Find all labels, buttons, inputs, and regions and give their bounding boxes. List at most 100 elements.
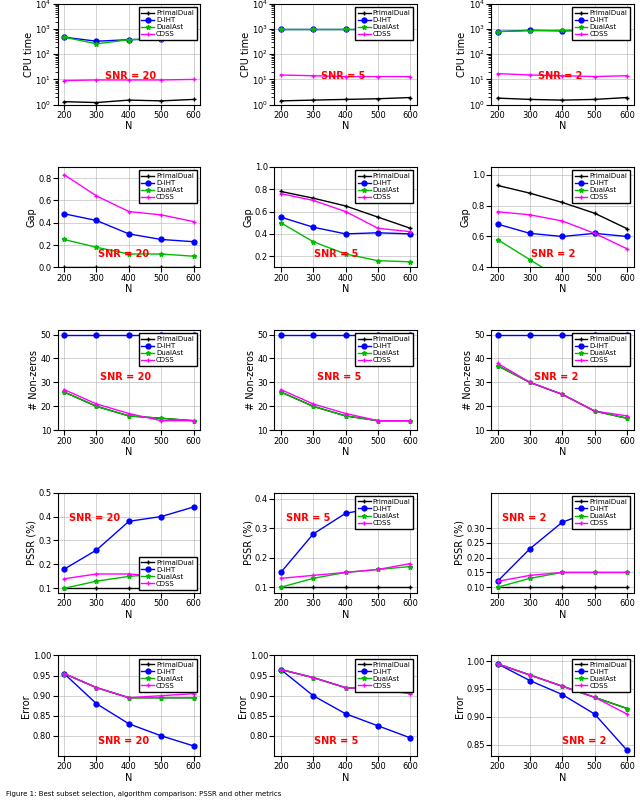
DualAst [190, 251, 198, 261]
DualAst [559, 568, 566, 578]
D-IHT [493, 577, 501, 586]
PrimalDual [157, 262, 165, 272]
DualAst [559, 390, 566, 399]
DualAst [591, 290, 598, 300]
DualAst [157, 693, 165, 702]
Line: D-IHT: D-IHT [61, 671, 196, 748]
PrimalDual [60, 669, 68, 678]
CDSS [60, 385, 68, 394]
PrimalDual [493, 659, 501, 669]
CDSS [157, 571, 165, 581]
DualAst [559, 26, 566, 35]
D-IHT [190, 502, 198, 512]
PrimalDual [309, 582, 317, 592]
Line: D-IHT: D-IHT [495, 222, 630, 239]
Text: SNR = 5: SNR = 5 [321, 71, 365, 82]
D-IHT [406, 229, 414, 238]
CDSS [374, 72, 382, 82]
DualAst [125, 571, 132, 581]
DualAst [277, 218, 285, 227]
DualAst [309, 24, 317, 34]
Y-axis label: PSSR (%): PSSR (%) [27, 520, 36, 566]
D-IHT [406, 24, 414, 34]
D-IHT [190, 32, 198, 42]
Line: CDSS: CDSS [278, 561, 413, 581]
CDSS [493, 207, 501, 217]
PrimalDual [157, 96, 165, 106]
PrimalDual [526, 378, 534, 387]
Y-axis label: Gap: Gap [460, 207, 470, 227]
DualAst [93, 576, 100, 586]
CDSS [406, 416, 414, 426]
CDSS [125, 206, 132, 216]
CDSS [93, 191, 100, 201]
Line: PrimalDual: PrimalDual [61, 586, 196, 590]
CDSS [493, 577, 501, 586]
D-IHT [60, 564, 68, 574]
Line: CDSS: CDSS [495, 210, 630, 251]
D-IHT [559, 518, 566, 527]
CDSS [125, 569, 132, 578]
Line: DualAst: DualAst [61, 237, 196, 258]
DualAst [309, 402, 317, 411]
D-IHT [277, 568, 285, 578]
Legend: PrimalDual, D-IHT, DualAst, CDSS: PrimalDual, D-IHT, DualAst, CDSS [139, 334, 196, 366]
DualAst [591, 406, 598, 416]
D-IHT [374, 24, 382, 34]
DualAst [406, 416, 414, 426]
Line: CDSS: CDSS [61, 387, 196, 423]
CDSS [406, 227, 414, 237]
DualAst [93, 683, 100, 693]
PrimalDual [125, 95, 132, 105]
D-IHT [406, 330, 414, 339]
D-IHT [526, 26, 534, 35]
D-IHT [406, 733, 414, 742]
PrimalDual [591, 94, 598, 104]
D-IHT [526, 544, 534, 554]
DualAst [190, 569, 198, 578]
CDSS [559, 71, 566, 81]
PrimalDual [342, 582, 349, 592]
CDSS [277, 189, 285, 198]
DualAst [623, 24, 631, 34]
Legend: PrimalDual, D-IHT, DualAst, CDSS: PrimalDual, D-IHT, DualAst, CDSS [139, 557, 196, 590]
CDSS [526, 670, 534, 680]
CDSS [125, 75, 132, 85]
Line: CDSS: CDSS [278, 191, 413, 234]
D-IHT [60, 669, 68, 678]
Line: CDSS: CDSS [495, 361, 630, 418]
Text: SNR = 5: SNR = 5 [317, 372, 362, 382]
D-IHT [125, 517, 132, 526]
Text: SNR = 20: SNR = 20 [97, 250, 148, 259]
PrimalDual [559, 682, 566, 691]
DualAst [342, 411, 349, 421]
Line: DualAst: DualAst [278, 220, 413, 264]
Legend: PrimalDual, D-IHT, DualAst, CDSS: PrimalDual, D-IHT, DualAst, CDSS [355, 496, 413, 529]
Line: PrimalDual: PrimalDual [278, 189, 413, 230]
Y-axis label: CPU time: CPU time [241, 32, 250, 77]
Line: DualAst: DualAst [278, 26, 413, 31]
DualAst [60, 387, 68, 397]
Line: D-IHT: D-IHT [495, 332, 630, 337]
D-IHT [60, 32, 68, 42]
CDSS [157, 691, 165, 701]
Legend: PrimalDual, D-IHT, DualAst, CDSS: PrimalDual, D-IHT, DualAst, CDSS [355, 334, 413, 366]
PrimalDual [309, 194, 317, 203]
PrimalDual [406, 223, 414, 233]
X-axis label: N: N [342, 447, 349, 457]
Line: CDSS: CDSS [61, 571, 196, 582]
Line: D-IHT: D-IHT [278, 499, 413, 575]
CDSS [591, 72, 598, 82]
CDSS [309, 673, 317, 682]
DualAst [493, 234, 501, 244]
DualAst [493, 659, 501, 669]
DualAst [526, 574, 534, 583]
DualAst [157, 414, 165, 423]
PrimalDual [374, 94, 382, 103]
D-IHT [190, 741, 198, 750]
PrimalDual [60, 387, 68, 397]
Line: D-IHT: D-IHT [61, 332, 196, 337]
D-IHT [591, 506, 598, 515]
PrimalDual [526, 94, 534, 104]
Y-axis label: # Non-zeros: # Non-zeros [463, 350, 473, 410]
